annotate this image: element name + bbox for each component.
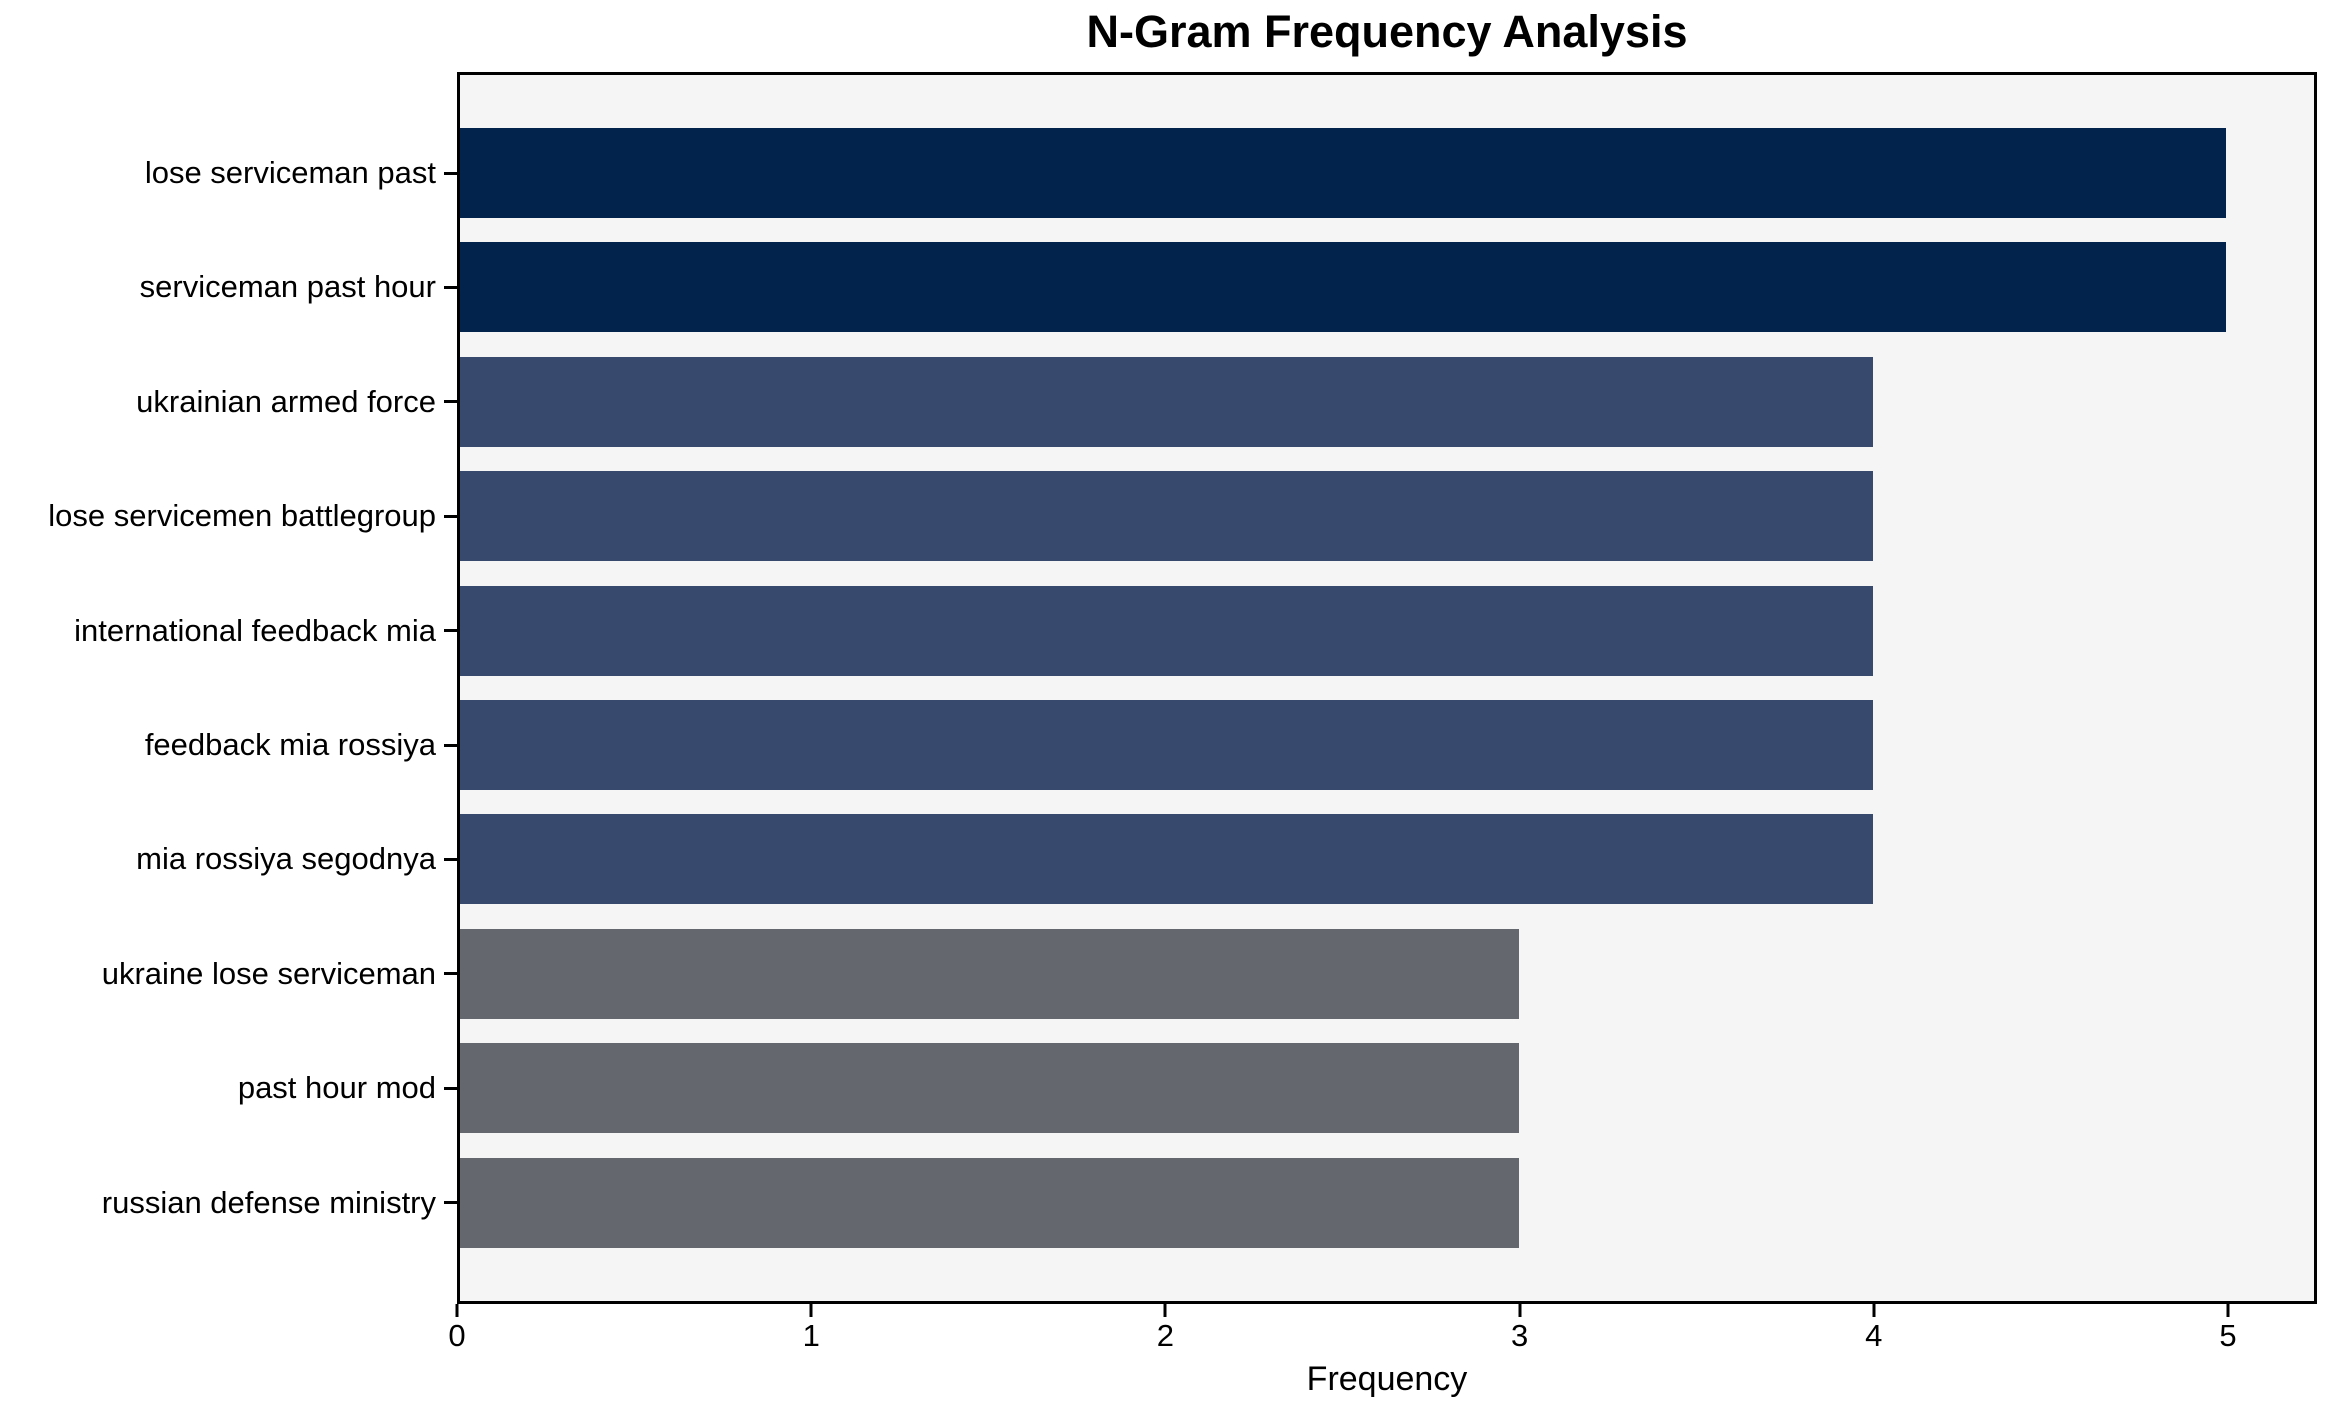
y-tick-label: lose servicemen battlegroup xyxy=(48,498,436,534)
x-tick-label: 1 xyxy=(802,1318,820,1353)
y-tick-label: serviceman past hour xyxy=(139,269,436,305)
plot-area xyxy=(457,72,2317,1304)
x-tick-label: 3 xyxy=(1510,1318,1529,1353)
x-tick-mark xyxy=(1163,1304,1167,1317)
bar xyxy=(460,928,1520,1019)
chart-title: N-Gram Frequency Analysis xyxy=(1086,6,1688,57)
bar xyxy=(460,585,1873,676)
y-tick-label: international feedback mia xyxy=(74,612,436,648)
x-tick-mark xyxy=(455,1304,459,1317)
x-axis-label: Frequency xyxy=(1306,1360,1468,1398)
y-tick-label: past hour mod xyxy=(237,1070,436,1106)
bar xyxy=(460,700,1873,790)
x-tick-mark xyxy=(809,1304,813,1317)
y-tick-mark xyxy=(444,400,457,404)
y-tick-mark xyxy=(444,629,457,633)
x-tick-mark xyxy=(2226,1304,2230,1317)
y-tick-label: russian defense ministry xyxy=(101,1184,436,1220)
bar xyxy=(460,1157,1520,1248)
y-tick-mark xyxy=(444,514,457,518)
y-tick-mark xyxy=(444,285,457,289)
x-tick-label: 0 xyxy=(448,1318,466,1353)
y-tick-mark xyxy=(444,171,457,175)
y-tick-label: ukrainian armed force xyxy=(136,383,436,419)
y-tick-label: lose serviceman past xyxy=(144,155,436,190)
bar xyxy=(460,356,1873,447)
bar xyxy=(460,242,2226,333)
y-tick-label: mia rossiya segodnya xyxy=(136,841,436,877)
bar xyxy=(460,471,1873,562)
x-tick-mark xyxy=(1518,1304,1522,1317)
bar xyxy=(460,1043,1520,1134)
bar xyxy=(460,814,1873,905)
y-tick-mark xyxy=(444,972,457,976)
y-tick-mark xyxy=(444,1201,457,1205)
x-tick-label: 2 xyxy=(1156,1318,1175,1353)
y-tick-mark xyxy=(444,743,457,747)
y-tick-mark xyxy=(444,1086,457,1090)
y-tick-label: ukraine lose serviceman xyxy=(101,955,436,991)
bar xyxy=(460,128,2226,218)
x-tick-label: 4 xyxy=(1865,1318,1883,1353)
x-tick-mark xyxy=(1872,1304,1876,1317)
y-tick-mark xyxy=(444,857,457,861)
x-tick-label: 5 xyxy=(2219,1318,2237,1353)
y-tick-label: feedback mia rossiya xyxy=(144,727,436,762)
